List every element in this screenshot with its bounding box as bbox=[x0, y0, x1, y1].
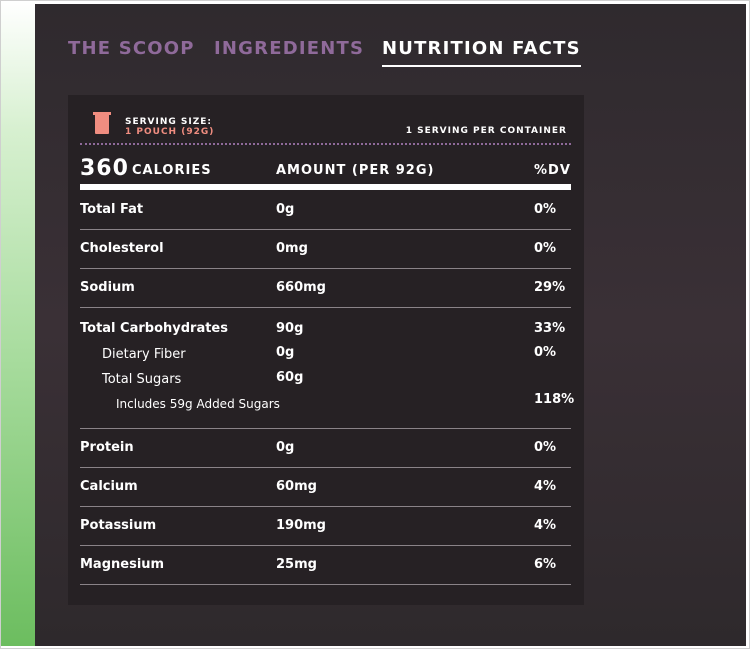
nutrient-dv: 118% bbox=[534, 392, 575, 407]
nutrient-name: Total Fat bbox=[80, 202, 144, 217]
row-divider bbox=[80, 268, 571, 269]
serving-size-value: 1 POUCH (92G) bbox=[125, 127, 215, 137]
nutrient-name: Potassium bbox=[80, 518, 157, 533]
nutrient-dv: 0% bbox=[534, 345, 557, 360]
dotted-divider bbox=[80, 143, 571, 145]
servings-per-container: 1 SERVING PER CONTAINER bbox=[405, 126, 567, 136]
nutrient-name: Includes 59g Added Sugars bbox=[116, 397, 280, 411]
nutrition-card bbox=[68, 95, 584, 605]
nutrient-amount: 0g bbox=[276, 440, 295, 455]
row-divider bbox=[80, 428, 571, 429]
nutrient-name: Dietary Fiber bbox=[102, 347, 186, 362]
nutrient-amount: 660mg bbox=[276, 280, 326, 295]
calories-value: 360 bbox=[80, 156, 129, 181]
nutrient-name: Magnesium bbox=[80, 557, 165, 572]
row-divider bbox=[80, 584, 571, 585]
green-gradient-strip bbox=[1, 1, 35, 646]
nutrient-dv: 4% bbox=[534, 518, 557, 533]
nutrient-name: Calcium bbox=[80, 479, 138, 494]
nutrient-amount: 90g bbox=[276, 321, 304, 336]
nutrient-amount: 0mg bbox=[276, 241, 308, 256]
nutrient-amount: 60g bbox=[276, 370, 304, 385]
row-divider bbox=[80, 467, 571, 468]
row-divider bbox=[80, 307, 571, 308]
row-divider bbox=[80, 545, 571, 546]
nutrient-name: Sodium bbox=[80, 280, 135, 295]
nutrient-name: Protein bbox=[80, 440, 134, 455]
nutrient-amount: 0g bbox=[276, 345, 295, 360]
calories-label: CALORIES bbox=[132, 163, 212, 178]
nutrient-dv: 4% bbox=[534, 479, 557, 494]
row-divider bbox=[80, 506, 571, 507]
nutrient-dv: 0% bbox=[534, 202, 557, 217]
nutrient-amount: 0g bbox=[276, 202, 295, 217]
pouch-icon bbox=[93, 112, 111, 134]
nutrient-dv: 0% bbox=[534, 241, 557, 256]
nutrient-dv: 33% bbox=[534, 321, 566, 336]
nutrient-dv: 6% bbox=[534, 557, 557, 572]
header-rule bbox=[80, 184, 571, 190]
nutrient-dv: 29% bbox=[534, 280, 566, 295]
nutrient-name: Cholesterol bbox=[80, 241, 164, 256]
serving-size-label: SERVING SIZE: bbox=[125, 117, 213, 127]
row-divider bbox=[80, 229, 571, 230]
dv-header: %DV bbox=[534, 163, 571, 178]
tab-nutrition-facts[interactable]: NUTRITION FACTS bbox=[382, 38, 581, 67]
tab-the-scoop[interactable]: THE SCOOP bbox=[68, 38, 195, 59]
tab-ingredients[interactable]: INGREDIENTS bbox=[214, 38, 365, 59]
nutrient-name: Total Carbohydrates bbox=[80, 321, 228, 336]
nutrient-amount: 190mg bbox=[276, 518, 326, 533]
nutrient-dv: 0% bbox=[534, 440, 557, 455]
nutrient-name: Total Sugars bbox=[102, 372, 182, 387]
nutrient-amount: 60mg bbox=[276, 479, 317, 494]
nutrient-amount: 25mg bbox=[276, 557, 317, 572]
amount-header: AMOUNT (PER 92G) bbox=[276, 163, 435, 178]
